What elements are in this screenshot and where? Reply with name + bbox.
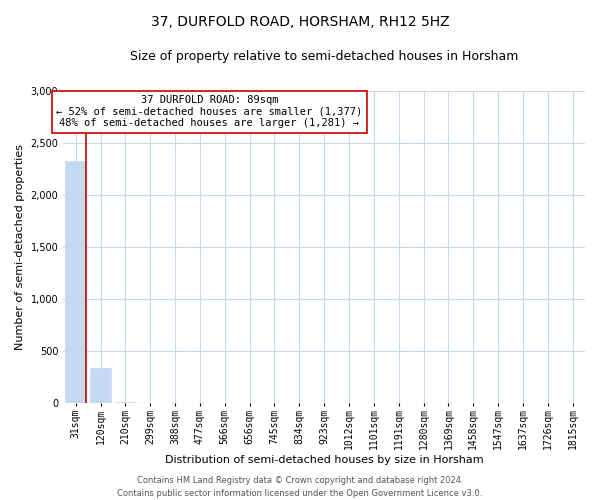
Text: Contains HM Land Registry data © Crown copyright and database right 2024.
Contai: Contains HM Land Registry data © Crown c… — [118, 476, 482, 498]
Text: 37 DURFOLD ROAD: 89sqm
← 52% of semi-detached houses are smaller (1,377)
48% of : 37 DURFOLD ROAD: 89sqm ← 52% of semi-det… — [56, 95, 362, 128]
Bar — [65, 162, 86, 403]
Bar — [115, 402, 136, 403]
Y-axis label: Number of semi-detached properties: Number of semi-detached properties — [15, 144, 25, 350]
Title: Size of property relative to semi-detached houses in Horsham: Size of property relative to semi-detach… — [130, 50, 518, 63]
Text: 37, DURFOLD ROAD, HORSHAM, RH12 5HZ: 37, DURFOLD ROAD, HORSHAM, RH12 5HZ — [151, 15, 449, 29]
X-axis label: Distribution of semi-detached houses by size in Horsham: Distribution of semi-detached houses by … — [165, 455, 484, 465]
Bar — [90, 368, 111, 403]
